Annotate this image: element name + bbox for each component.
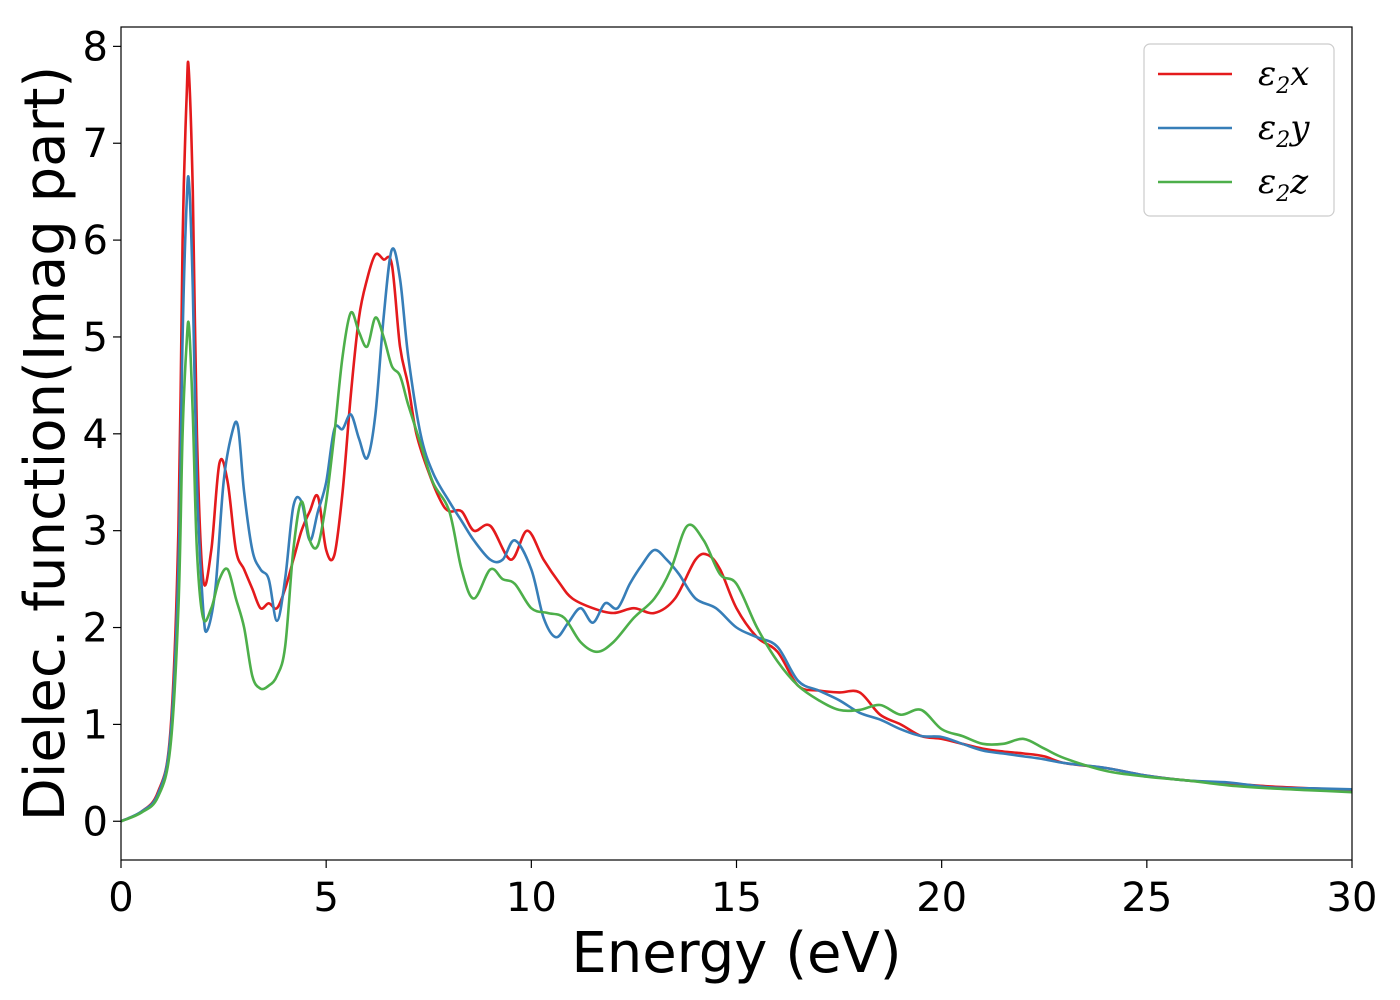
y-tick-label: 5 [83, 315, 108, 361]
y-tick-label: 3 [83, 509, 108, 555]
legend-box [1143, 43, 1335, 217]
y-tick-label: 4 [83, 412, 108, 458]
y-axis: 0 1 2 3 4 5 6 7 8 [83, 24, 121, 845]
legend-label: ε2y [1258, 108, 1310, 153]
x-axis-title: Energy (eV) [571, 921, 901, 986]
x-tick-label: 15 [711, 875, 762, 921]
series-line-y [120, 175, 1353, 823]
x-tick-label: 30 [1327, 875, 1378, 921]
x-tick-label: 10 [506, 875, 557, 921]
y-tick-label: 1 [83, 702, 108, 748]
y-tick-label: 7 [83, 121, 108, 167]
x-tick-label: 5 [313, 875, 338, 921]
plot-lines [120, 60, 1353, 823]
y-tick-label: 6 [83, 218, 108, 264]
legend: ε2x ε2y ε2z [1143, 43, 1335, 217]
y-tick-label: 2 [83, 606, 108, 652]
x-tick-label: 0 [108, 875, 133, 921]
y-tick-label: 0 [83, 799, 108, 845]
y-axis-title: Dielec. function(Imag part) [13, 66, 78, 822]
x-axis: 0 5 10 15 20 25 30 [108, 860, 1377, 921]
x-tick-label: 25 [1121, 875, 1172, 921]
legend-label: ε2z [1258, 162, 1309, 207]
x-tick-label: 20 [916, 875, 967, 921]
y-tick-label: 8 [83, 24, 108, 70]
legend-label: ε2x [1258, 54, 1309, 99]
series-line-z [120, 310, 1353, 823]
